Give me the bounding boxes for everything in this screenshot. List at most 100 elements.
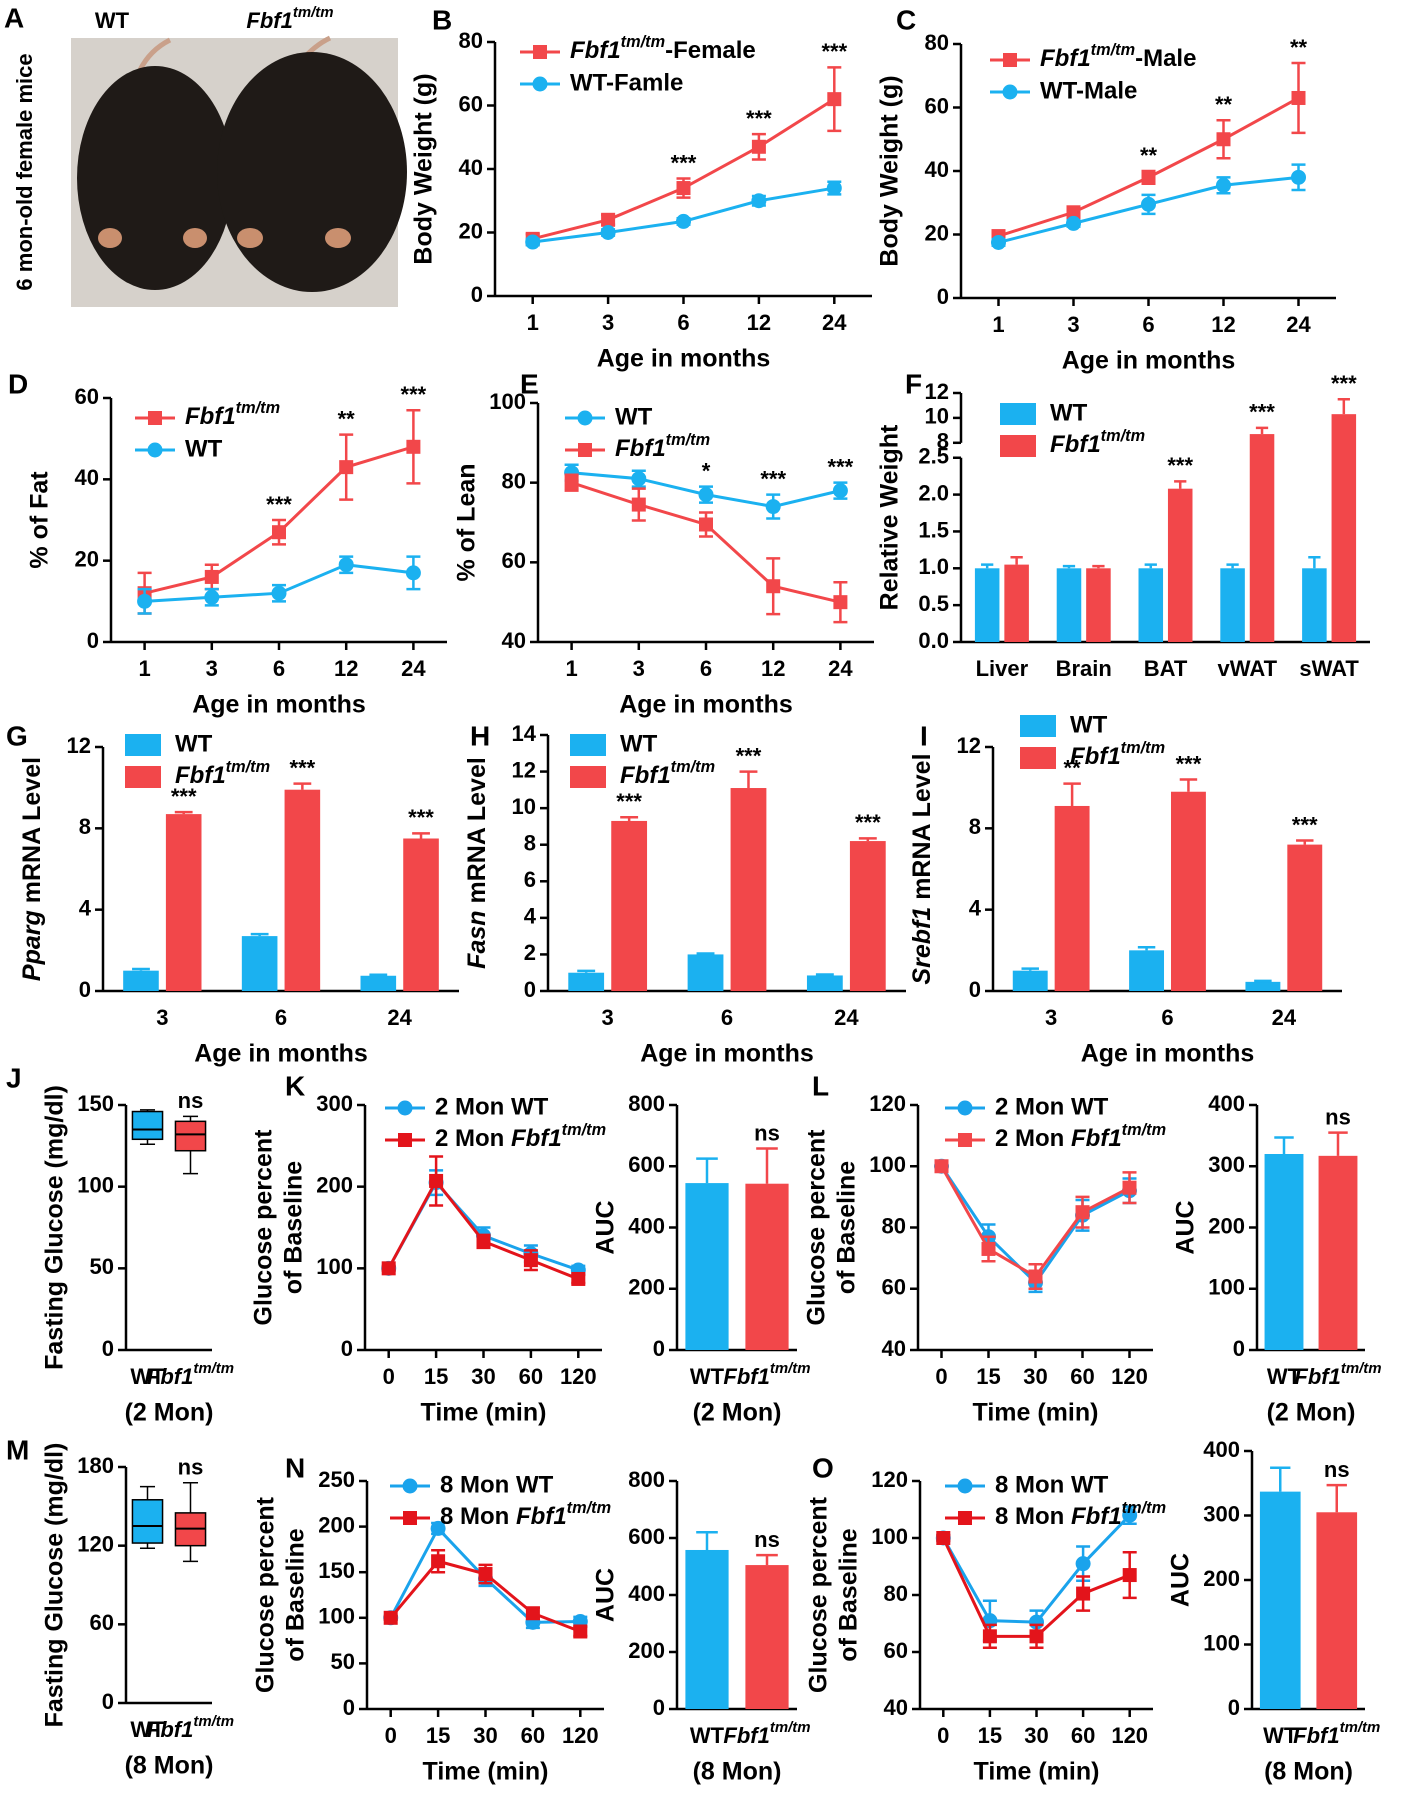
y-tick-label: 300 (1208, 1152, 1245, 1177)
legend-marker (398, 1133, 412, 1147)
box (131, 1110, 164, 1141)
marker (478, 1567, 493, 1582)
legend-label: Fbf1tm/tm (185, 399, 280, 430)
error-bar (981, 563, 994, 569)
x-tick-label: 6 (275, 1005, 287, 1030)
marker (1291, 90, 1306, 105)
ear (237, 228, 263, 248)
annotation: ns (754, 1120, 780, 1145)
error-bar (1337, 397, 1350, 415)
legend-marker (148, 411, 162, 425)
error-bar (858, 837, 877, 842)
x-tick-label: 24 (834, 1005, 859, 1030)
bar (685, 1549, 729, 1709)
mouse-mutant (217, 52, 407, 292)
legend-marker (147, 442, 163, 458)
x-tick-label: Brain (1056, 656, 1112, 681)
y-axis-label: Fasting Glucose (mg/dl) (41, 1443, 69, 1728)
legend-swatch (570, 766, 606, 788)
x-tick-label: 60 (521, 1723, 545, 1748)
marker (525, 1606, 540, 1621)
tail (137, 37, 172, 72)
error-bar (1274, 1136, 1294, 1154)
bar (849, 841, 886, 991)
marker (429, 1173, 444, 1188)
y-axis-label: % of Lean (453, 463, 481, 581)
panel-letter: K (285, 1070, 305, 1101)
marker (1075, 1205, 1090, 1220)
y-tick-label: 2 (524, 940, 536, 965)
annotation: ns (178, 1088, 204, 1113)
x-tick-label: Fbf1tm/tm (147, 1360, 234, 1388)
legend-marker (533, 45, 547, 59)
error-bar (1010, 555, 1023, 565)
x-tick-label: 0 (937, 1723, 949, 1748)
legend-swatch (1000, 435, 1036, 457)
x-tick-label: 3 (1067, 312, 1079, 337)
bar (745, 1565, 789, 1709)
x-tick-label: Fbf1tm/tm (1294, 1360, 1381, 1388)
y-axis-label: of Baseline (280, 1161, 308, 1294)
legend-label: WT (1070, 711, 1108, 738)
marker (272, 525, 286, 540)
x-tick-label: 24 (387, 1005, 412, 1030)
annotation: ns (178, 1455, 204, 1480)
legend-label: Fbf1tm/tm (1050, 427, 1145, 458)
y-tick-label: 80 (459, 28, 483, 53)
annotation: *** (401, 382, 427, 407)
legend-marker (402, 1478, 418, 1494)
bar (165, 814, 202, 991)
marker (934, 1159, 949, 1174)
text-part: Fbf1 (147, 1364, 193, 1389)
legend-marker (578, 443, 592, 457)
bar (611, 820, 648, 991)
y-tick-label: 60 (90, 1610, 114, 1635)
panel-letter: I (920, 720, 928, 751)
panel-letter: B (432, 4, 452, 35)
marker (338, 557, 354, 573)
marker (991, 234, 1006, 250)
panel-letter: O (812, 1452, 834, 1483)
y-axis-label: Relative Weight (876, 424, 904, 610)
x-tick-label: 6 (700, 656, 712, 681)
legend-label: Fbf1tm/tm-Male (1040, 41, 1196, 72)
legend-label: WT (175, 730, 213, 757)
marker (601, 212, 616, 227)
legend-swatch (1020, 715, 1056, 737)
marker (571, 1271, 586, 1286)
x-tick-label: 0 (935, 1364, 947, 1389)
marker (525, 234, 541, 250)
y-tick-label: 60 (75, 384, 99, 409)
y-tick-label: 400 (1208, 1091, 1245, 1116)
y-axis-label: Body Weight (g) (876, 75, 904, 266)
legend-label: WT (620, 730, 658, 757)
annotation: *** (828, 454, 854, 479)
error-bar (1092, 564, 1105, 569)
x-axis-label: Age in months (1062, 347, 1236, 375)
marker (204, 569, 219, 584)
y-axis-label: Glucose percent (803, 1129, 831, 1326)
marker (826, 180, 842, 196)
marker (1076, 1586, 1091, 1601)
text-part: Fbf1 (1070, 743, 1121, 770)
annotation: ** (1140, 143, 1158, 168)
y-tick-label: 1.5 (918, 517, 949, 542)
annotation: ** (1215, 92, 1233, 117)
marker (137, 593, 153, 609)
y-tick-label: 20 (75, 546, 99, 571)
marker (699, 517, 713, 532)
x-tick-label: 3 (1045, 1005, 1057, 1030)
y-tick-label: 40 (882, 1336, 906, 1361)
error-bar (1326, 1483, 1347, 1513)
text-part: Fbf1 (1293, 1723, 1339, 1748)
annotation: *** (1292, 812, 1318, 837)
y-tick-label: 1.0 (918, 554, 949, 579)
panel-letter: M (6, 1434, 29, 1465)
series-line (940, 1165, 1131, 1279)
legend-label: 8 Mon Fbf1tm/tm (440, 1499, 611, 1530)
legend-label: 8 Mon Fbf1tm/tm (995, 1499, 1166, 1530)
y-tick-label: 0 (969, 977, 981, 1002)
y-axis-label: of Baseline (282, 1528, 310, 1661)
annotation: ns (754, 1527, 780, 1552)
bar (745, 1183, 789, 1350)
